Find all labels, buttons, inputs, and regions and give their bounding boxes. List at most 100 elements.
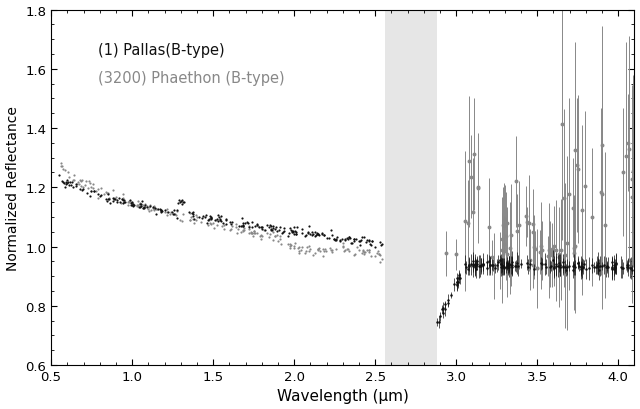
Point — [156, 207, 166, 214]
Point — [84, 179, 95, 185]
Point — [268, 229, 278, 236]
Point — [252, 230, 262, 236]
Point — [188, 209, 198, 216]
Point — [56, 164, 66, 170]
Point — [284, 243, 294, 249]
Point — [338, 243, 348, 250]
Point — [95, 193, 105, 200]
Point — [289, 243, 300, 249]
Point — [211, 218, 221, 224]
Point — [360, 251, 370, 258]
Point — [63, 179, 73, 186]
Point — [204, 222, 214, 229]
Point — [264, 231, 275, 238]
Point — [355, 238, 365, 244]
Point — [238, 220, 248, 227]
Point — [355, 238, 365, 245]
Point — [365, 241, 375, 248]
Point — [321, 248, 331, 254]
Point — [127, 202, 137, 209]
Point — [301, 244, 312, 250]
Point — [247, 230, 257, 236]
Point — [138, 206, 148, 212]
Point — [366, 253, 376, 260]
Point — [292, 245, 303, 252]
Point — [375, 259, 385, 265]
Point — [288, 229, 298, 236]
Point — [291, 231, 301, 238]
Point — [135, 204, 145, 211]
Point — [88, 182, 98, 188]
Point — [376, 243, 387, 249]
Point — [312, 231, 322, 238]
Point — [170, 212, 180, 219]
Point — [273, 238, 283, 245]
Point — [142, 204, 152, 211]
Point — [68, 185, 78, 191]
Point — [296, 230, 307, 236]
Point — [156, 209, 166, 215]
Point — [238, 224, 248, 230]
Point — [71, 182, 81, 188]
Point — [287, 228, 297, 235]
Point — [324, 235, 334, 241]
Point — [284, 230, 294, 237]
Point — [100, 196, 111, 202]
Point — [104, 195, 114, 202]
Point — [57, 163, 67, 170]
Point — [364, 247, 374, 254]
Point — [146, 207, 156, 214]
Point — [296, 247, 306, 253]
Point — [310, 233, 320, 240]
Point — [367, 238, 377, 245]
Point — [129, 202, 139, 209]
Point — [238, 227, 248, 234]
Point — [303, 248, 314, 254]
Point — [297, 226, 307, 233]
Point — [89, 188, 99, 195]
Point — [356, 237, 366, 243]
Point — [214, 214, 224, 221]
Point — [347, 240, 357, 247]
Point — [264, 224, 274, 230]
Point — [119, 198, 129, 204]
Point — [369, 244, 380, 250]
Point — [321, 246, 331, 253]
Point — [326, 232, 337, 238]
Point — [102, 197, 113, 203]
Point — [177, 201, 187, 208]
Point — [209, 225, 220, 231]
X-axis label: Wavelength (μm): Wavelength (μm) — [277, 389, 409, 403]
Point — [167, 209, 177, 215]
Point — [126, 201, 136, 207]
Point — [157, 208, 167, 214]
Point — [88, 189, 99, 195]
Point — [360, 239, 371, 245]
Point — [322, 235, 332, 241]
Point — [232, 231, 242, 237]
Point — [172, 208, 182, 215]
Point — [292, 225, 302, 231]
Point — [346, 240, 356, 246]
Point — [63, 169, 73, 176]
Point — [236, 216, 246, 222]
Point — [354, 247, 364, 253]
Point — [307, 232, 317, 238]
Point — [358, 247, 368, 253]
Point — [125, 197, 135, 204]
Point — [300, 234, 310, 240]
Point — [168, 211, 179, 218]
Point — [150, 206, 160, 212]
Point — [184, 217, 195, 224]
Point — [374, 239, 385, 246]
Point — [93, 195, 103, 201]
Point — [118, 199, 129, 206]
Point — [250, 230, 260, 236]
Point — [77, 186, 88, 192]
Point — [312, 230, 322, 236]
Point — [319, 233, 330, 239]
Point — [166, 209, 176, 216]
Point — [362, 247, 372, 254]
Point — [58, 180, 68, 186]
Point — [203, 217, 213, 224]
